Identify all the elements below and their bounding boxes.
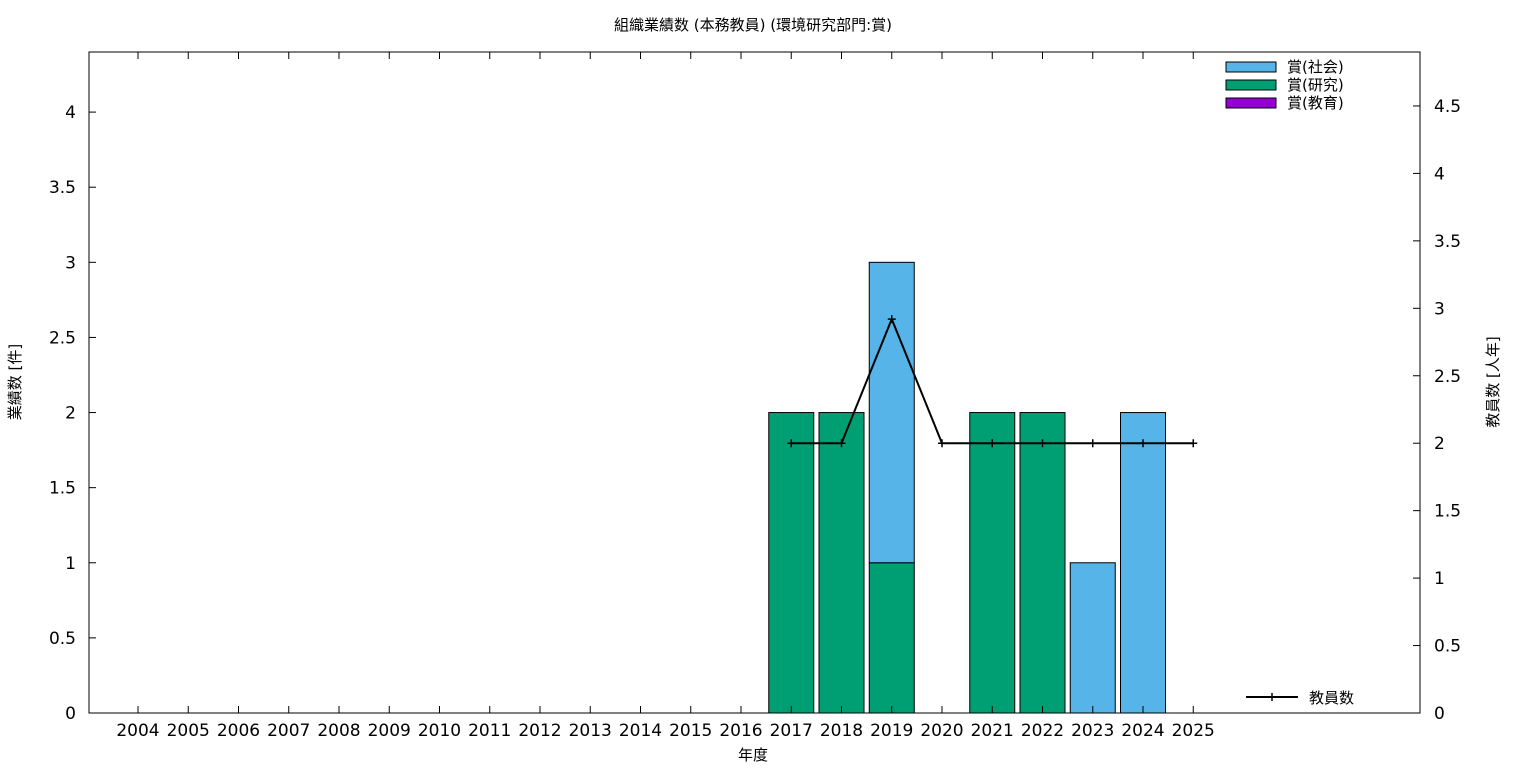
x-tick-label-2008: 2008 [317, 721, 360, 741]
legend-swatch-1 [1225, 79, 1277, 91]
y-tick-label-3: 3 [65, 253, 76, 273]
x-tick-label-2018: 2018 [820, 721, 863, 741]
bar-2024-series-1 [1120, 412, 1166, 714]
legend-swatch-2 [1225, 97, 1277, 109]
y2-tick-label-3.5: 3.5 [1434, 232, 1461, 252]
y-tick-label-2: 2 [65, 404, 76, 424]
faculty-count-point-2018 [837, 439, 846, 448]
x-tick-label-2019: 2019 [870, 721, 913, 741]
x-tick-label-2023: 2023 [1071, 721, 1114, 741]
line-legend-label: 教員数 [1309, 689, 1354, 707]
legend-swatch-0 [1225, 61, 1277, 73]
y2-tick-label-2.5: 2.5 [1434, 367, 1461, 387]
faculty-count-point-2019 [887, 315, 896, 324]
x-tick-label-2006: 2006 [217, 721, 260, 741]
legend-label-2: 賞(教育) [1287, 94, 1344, 112]
bar-2021-series-0 [969, 412, 1016, 714]
y2-axis-label: 教員数 [人年] [1484, 336, 1502, 427]
y-tick-label-2.5: 2.5 [49, 328, 76, 348]
y-axis-label: 業績数 [件] [6, 344, 24, 420]
y-tick-label-0.5: 0.5 [49, 629, 76, 649]
x-tick-label-2009: 2009 [368, 721, 411, 741]
bar-2022-series-0 [1019, 412, 1066, 714]
x-tick-label-2024: 2024 [1121, 721, 1164, 741]
x-tick-label-2020: 2020 [920, 721, 963, 741]
y2-tick-label-1.5: 1.5 [1434, 502, 1461, 522]
x-tick-label-2017: 2017 [770, 721, 813, 741]
faculty-count-point-2021 [988, 439, 997, 448]
x-tick-label-2005: 2005 [167, 721, 210, 741]
plot-frame [88, 51, 1421, 714]
y2-tick-label-0.5: 0.5 [1434, 637, 1461, 657]
y2-tick-label-2: 2 [1434, 434, 1445, 454]
y-tick-label-4: 4 [65, 103, 76, 123]
faculty-count-point-2022 [1038, 439, 1047, 448]
legend-label-1: 賞(研究) [1287, 76, 1344, 94]
y2-tick-label-0: 0 [1434, 704, 1445, 724]
faculty-count-point-2025 [1189, 439, 1198, 448]
x-tick-label-2010: 2010 [418, 721, 461, 741]
bar-2019-series-0 [868, 562, 915, 714]
x-tick-label-2013: 2013 [569, 721, 612, 741]
y-tick-label-3.5: 3.5 [49, 178, 76, 198]
x-tick-label-2025: 2025 [1172, 721, 1215, 741]
line-legend: 教員数 [1246, 689, 1354, 707]
line-layer [787, 315, 1198, 448]
x-tick-label-2016: 2016 [719, 721, 762, 741]
faculty-count-point-2017 [787, 439, 796, 448]
x-tick-label-2022: 2022 [1021, 721, 1064, 741]
faculty-count-point-2020 [938, 439, 946, 448]
bar-2017-series-0 [768, 412, 815, 714]
chart-title: 組織業績数 (本務教員) (環境研究部門:賞) [614, 16, 892, 34]
y-tick-label-1: 1 [65, 554, 76, 574]
y2-tick-label-1: 1 [1434, 569, 1445, 589]
x-tick-label-2007: 2007 [267, 721, 310, 741]
bars-layer [768, 261, 1166, 714]
bar-2019-series-1 [868, 261, 915, 564]
x-tick-label-2015: 2015 [669, 721, 712, 741]
legend: 賞(社会)賞(研究)賞(教育) [1225, 58, 1344, 112]
y-tick-label-0: 0 [65, 704, 76, 724]
y-tick-label-1.5: 1.5 [49, 479, 76, 499]
x-tick-label-2011: 2011 [468, 721, 511, 741]
x-axis-label: 年度 [738, 746, 768, 764]
faculty-count-point-2024 [1139, 439, 1147, 448]
bar-2023-series-1 [1069, 562, 1116, 714]
y2-tick-label-4.5: 4.5 [1434, 97, 1461, 117]
y2-tick-label-3: 3 [1434, 299, 1445, 319]
faculty-count-point-2023 [1088, 439, 1097, 448]
y2-tick-label-4: 4 [1434, 164, 1445, 184]
x-tick-label-2004: 2004 [116, 721, 159, 741]
ticks-layer: 0 0.5 1 1.5 2 2.5 3 3.5 4 0 0.5 1 1.5 2 2.5 3 3.5 4 4.5 200… [49, 52, 1461, 741]
x-tick-label-2021: 2021 [971, 721, 1014, 741]
x-tick-label-2014: 2014 [619, 721, 662, 741]
x-tick-label-2012: 2012 [518, 721, 561, 741]
legend-label-0: 賞(社会) [1287, 58, 1344, 76]
bar-2018-series-0 [818, 412, 865, 714]
